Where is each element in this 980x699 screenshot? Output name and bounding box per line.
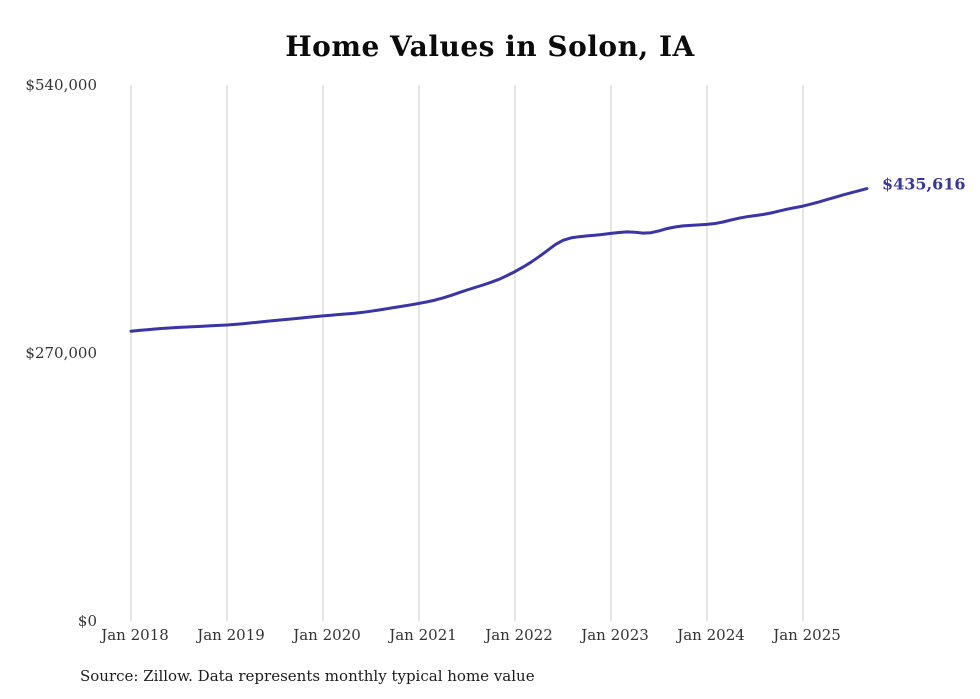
x-axis-tick-label: Jan 2022 bbox=[485, 626, 553, 644]
source-note: Source: Zillow. Data represents monthly … bbox=[80, 667, 535, 685]
x-axis-tick-label: Jan 2018 bbox=[101, 626, 169, 644]
x-axis-tick-label: Jan 2021 bbox=[389, 626, 457, 644]
y-axis-tick-label: $270,000 bbox=[25, 344, 97, 362]
x-axis-tick-label: Jan 2023 bbox=[581, 626, 649, 644]
x-axis-tick-label: Jan 2025 bbox=[773, 626, 841, 644]
x-axis-tick-label: Jan 2024 bbox=[677, 626, 745, 644]
value-line bbox=[129, 187, 869, 333]
x-axis-tick-label: Jan 2019 bbox=[197, 626, 265, 644]
y-axis-tick-label: $0 bbox=[77, 612, 97, 630]
end-value-label: $435,616 bbox=[882, 174, 966, 194]
y-axis-tick-label: $540,000 bbox=[25, 76, 97, 94]
chart-title: Home Values in Solon, IA bbox=[285, 30, 695, 63]
x-axis-tick-label: Jan 2020 bbox=[293, 626, 361, 644]
